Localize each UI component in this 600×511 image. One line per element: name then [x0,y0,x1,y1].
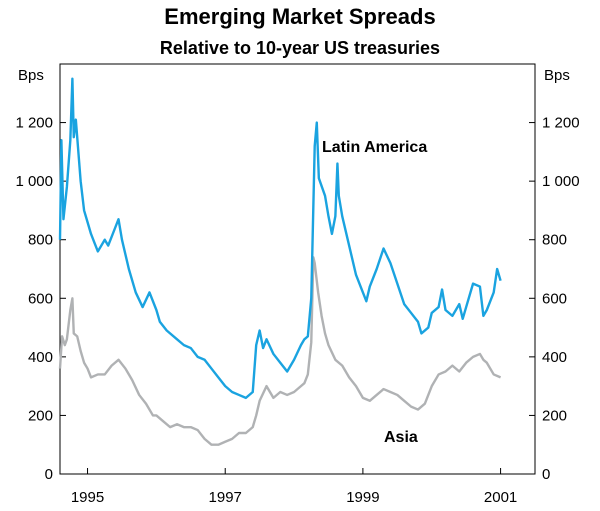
y-tick-label-left: 0 [45,466,53,483]
y-tick-label-right: 400 [542,349,567,366]
label-latin-america: Latin America [322,139,427,156]
y-tick-label-right: 0 [542,466,550,483]
x-tick-label: 1997 [209,489,242,506]
y-tick-label-right: 600 [542,290,567,307]
x-tick-label: 2001 [484,489,517,506]
y-tick-label-left: 600 [28,290,53,307]
x-tick-label: 1995 [71,489,104,506]
y-tick-label-left: 800 [28,232,53,249]
series-line-asia [58,256,502,446]
y-tick-label-left: 1 200 [15,115,53,132]
y-tick-label-right: 1 000 [542,173,580,190]
x-tick-label: 1999 [346,489,379,506]
y-tick-label-left: 200 [28,407,53,424]
plot-frame [59,63,536,475]
y-tick-label-right: 1 200 [542,115,580,132]
label-asia: Asia [384,429,418,446]
y-unit-right: Bps [544,67,570,84]
y-tick-label-left: 1 000 [15,173,53,190]
y-tick-label-right: 800 [542,232,567,249]
series-line-latin-america [58,77,502,400]
y-unit-left: Bps [18,67,44,84]
chart-title: Emerging Market Spreads [164,4,435,29]
chart-subtitle: Relative to 10-year US treasuries [160,38,440,58]
y-tick-label-right: 200 [542,407,567,424]
y-tick-label-left: 400 [28,349,53,366]
